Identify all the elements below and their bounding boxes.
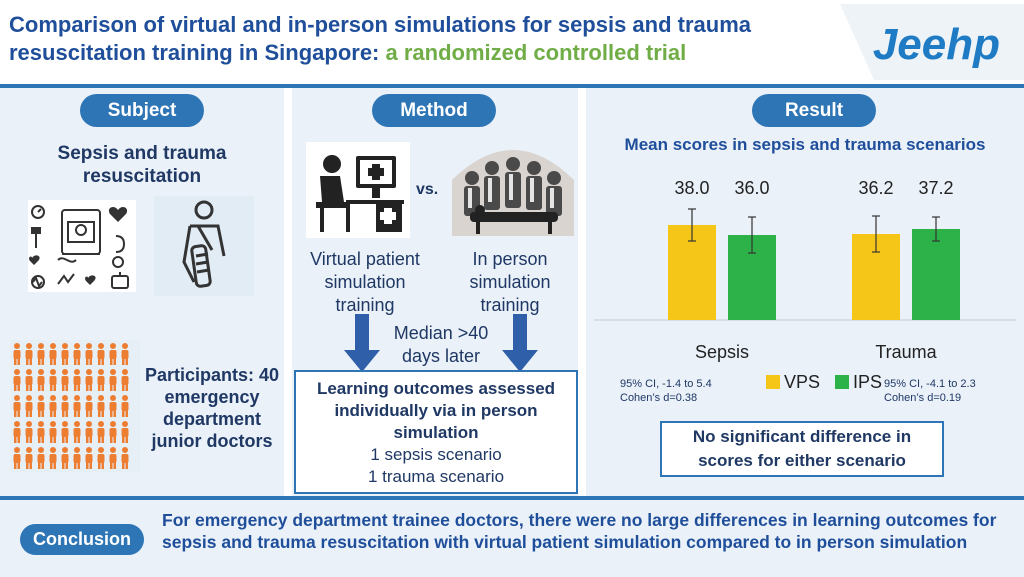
participants-text: Participants: 40 emergency department ju… [144, 365, 280, 451]
people-grid [13, 343, 129, 469]
no-difference-box: No significant difference in scores for … [660, 421, 944, 477]
title-main: Comparison of virtual and in-person simu… [9, 12, 752, 65]
conclusion-text: For emergency department trainee doctors… [162, 510, 997, 552]
outcome-trauma: 1 trauma scenario [367, 467, 505, 486]
sepsis-effect-size: Cohen’s d=0.38 [620, 392, 698, 404]
header-divider [0, 84, 1024, 88]
legend-ips: IPS [853, 372, 883, 392]
data-label: 38.0 [674, 178, 709, 198]
virtual-training-label: Virtual patient simulation training [310, 249, 420, 315]
category-label: Trauma [875, 342, 937, 362]
computer-user-icon [306, 142, 410, 238]
legend-swatch-vps [766, 375, 780, 389]
subject-heading: Sepsis and trauma resuscitation [57, 143, 227, 187]
trauma-stats: 95% CI, -4.1 to 2.3 Cohen’s d=0.19 [884, 377, 976, 405]
subject-pill: Subject [80, 94, 204, 127]
data-label: 36.0 [734, 178, 769, 198]
method-pill: Method [372, 94, 496, 127]
data-label: 36.2 [858, 178, 893, 198]
median-followup-label: Median >40 days later [393, 323, 489, 366]
subject-panel: Subject Sepsis and trauma resuscitation [0, 88, 284, 496]
result-panel: Result Mean scores in sepsis and trauma … [586, 88, 1024, 496]
trauma-ci: 95% CI, -4.1 to 2.3 [884, 378, 976, 390]
journal-logo: Jeehp [840, 4, 1024, 80]
title-accent: a randomized controlled trial [385, 40, 687, 65]
injured-arm-icon [154, 196, 254, 296]
legend-vps: VPS [784, 372, 821, 392]
method-panel: Method vs. [292, 88, 578, 496]
conclusion-footer: Conclusion For emergency department trai… [0, 500, 1024, 577]
page-title: Comparison of virtual and in-person simu… [9, 11, 809, 67]
chart-title: Mean scores in sepsis and trauma scenari… [624, 135, 986, 154]
legend-swatch-ips [835, 375, 850, 389]
inperson-training-label: In person simulation training [469, 249, 551, 315]
down-arrow-icon [344, 314, 380, 372]
category-label: Sepsis [695, 342, 749, 362]
outcome-sepsis: 1 sepsis scenario [370, 445, 502, 464]
footer-divider [0, 496, 1024, 500]
chart-legend: VPS IPS [766, 372, 882, 393]
trauma-effect-size: Cohen’s d=0.19 [884, 392, 962, 404]
versus-label: vs. [416, 181, 439, 198]
bar-chart: 38.0 36.0 Sepsis 36.2 37.2 Trauma [594, 178, 1016, 362]
outcome-heading: Learning outcomes assessed individually … [316, 379, 556, 442]
outcome-box: Learning outcomes assessed individually … [294, 370, 578, 494]
svg-text:Jeehp: Jeehp [873, 20, 1000, 69]
conclusion-pill: Conclusion [20, 524, 144, 555]
data-label: 37.2 [918, 178, 953, 198]
result-pill: Result [752, 94, 876, 127]
medical-icons [28, 200, 136, 292]
bar-ips-trauma [912, 229, 960, 320]
sepsis-ci: 95% CI, -1.4 to 5.4 [620, 378, 712, 390]
header: Comparison of virtual and in-person simu… [0, 0, 1024, 84]
participants-icon [10, 340, 140, 472]
down-arrow-icon [502, 314, 538, 372]
sepsis-stats: 95% CI, -1.4 to 5.4 Cohen’s d=0.38 [620, 377, 712, 405]
in-person-team-icon [452, 150, 574, 236]
